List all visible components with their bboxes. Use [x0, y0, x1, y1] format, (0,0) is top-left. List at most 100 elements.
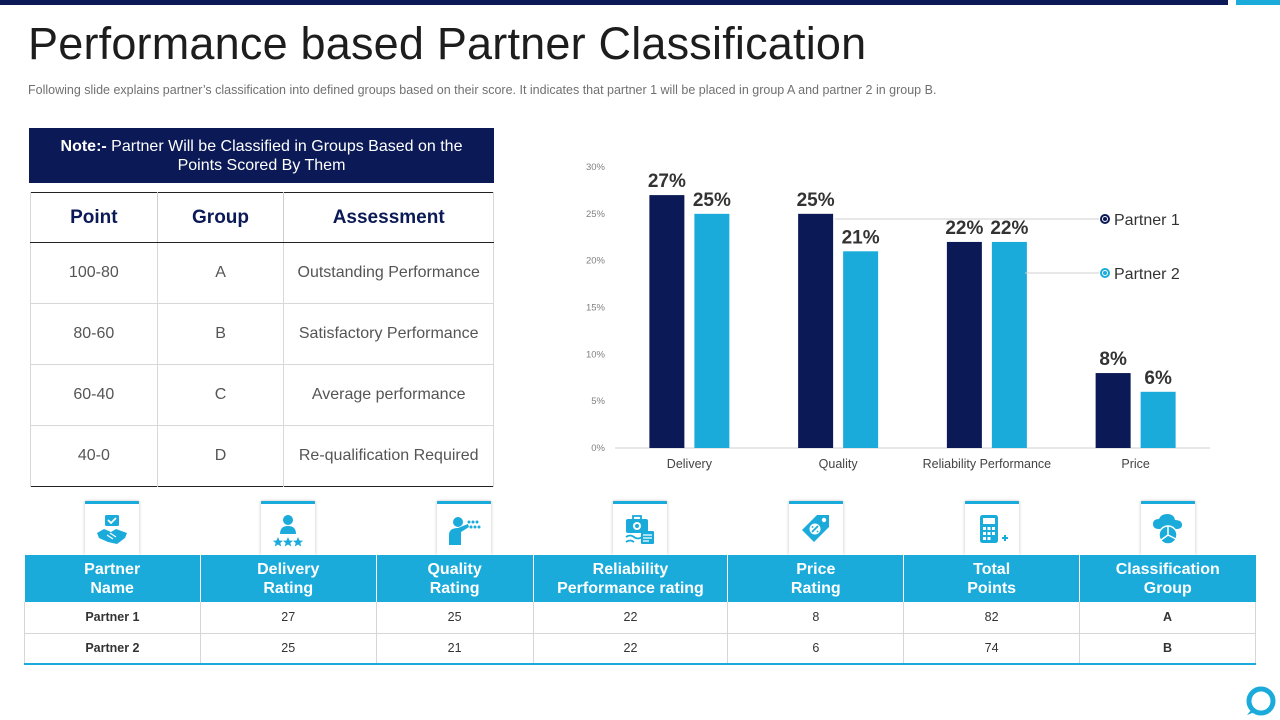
- legend-marker-dot: [1103, 217, 1107, 221]
- toolbox-icon: [625, 514, 654, 544]
- header-assessment: Assessment: [283, 192, 494, 243]
- cell-point: 100-80: [30, 242, 158, 304]
- cell-group: C: [156, 364, 284, 426]
- cell-group: A: [1079, 602, 1256, 634]
- cell-assessment: Satisfactory Performance: [283, 303, 494, 365]
- bar: [843, 251, 879, 448]
- note-text-1: Partner Will be Classified in Groups Bas…: [106, 137, 463, 155]
- top-accent-bar: [0, 0, 1228, 5]
- cell-price: 6: [727, 633, 905, 665]
- cell-total: 74: [903, 633, 1081, 665]
- cell-delivery: 25: [199, 633, 377, 665]
- bar: [1095, 373, 1131, 448]
- note-line-2: Points Scored By Them: [177, 156, 346, 174]
- handshake-icon: [97, 514, 127, 544]
- cell-group: D: [156, 425, 284, 487]
- cell-point: 60-40: [30, 364, 158, 426]
- table-row: 100-80 A Outstanding Performance: [30, 242, 494, 304]
- table-row: 80-60 B Satisfactory Performance: [30, 303, 494, 365]
- brand-logo-icon: [1246, 686, 1276, 716]
- y-tick-label: 0%: [591, 443, 605, 454]
- note-line-1: Note:- Partner Will be Classified in Gro…: [29, 137, 494, 156]
- data-label: 21%: [842, 227, 880, 248]
- presenter-icon-tab: [437, 501, 491, 555]
- cell-point: 40-0: [30, 425, 158, 487]
- data-label: 25%: [693, 190, 731, 211]
- x-tick-label: Price: [1121, 457, 1150, 471]
- data-label: 22%: [945, 218, 983, 239]
- calculator-icon-tab: [965, 501, 1019, 555]
- bar: [649, 195, 685, 448]
- table-row: Partner 2 25 21 22 6 74 B: [24, 633, 1256, 665]
- cell-assessment: Average performance: [283, 364, 494, 426]
- top-accent-bar-secondary: [1236, 0, 1280, 5]
- data-label: 22%: [990, 218, 1028, 239]
- y-tick-label: 30%: [586, 162, 606, 173]
- table-row: 40-0 D Re-qualification Required: [30, 425, 494, 487]
- calculator-icon: [980, 514, 1008, 543]
- cell-partner-name: Partner 1: [24, 602, 201, 634]
- cell-quality: 21: [375, 633, 534, 665]
- group-table-header: Point Group Assessment: [30, 192, 494, 243]
- bar: [694, 213, 730, 448]
- bar: [946, 241, 982, 448]
- price-tag-icon: [802, 514, 829, 542]
- header-quality-rating: Quality Rating: [375, 555, 534, 602]
- x-tick-label: Reliability Performance: [923, 457, 1052, 471]
- y-tick-label: 15%: [586, 303, 606, 314]
- cell-quality: 25: [375, 602, 534, 634]
- header-price-rating: Price Rating: [727, 555, 904, 602]
- legend-label: Partner 1: [1114, 212, 1180, 229]
- bar: [798, 213, 834, 448]
- data-label: 8%: [1099, 349, 1127, 370]
- cell-partner-name: Partner 2: [24, 633, 201, 665]
- cell-group: A: [156, 242, 284, 304]
- presenter-icon: [449, 516, 481, 545]
- header-partner-name: Partner Name: [24, 555, 201, 602]
- data-label: 27%: [648, 171, 686, 192]
- y-tick-label: 20%: [586, 256, 606, 267]
- header-group: Group: [156, 192, 284, 243]
- user-stars-icon-tab: [261, 501, 315, 555]
- legend-label: Partner 2: [1114, 266, 1180, 283]
- note-box: Note:- Partner Will be Classified in Gro…: [29, 128, 494, 183]
- bar: [1140, 391, 1176, 448]
- cell-total: 82: [903, 602, 1081, 634]
- cell-group: B: [1079, 633, 1256, 665]
- user-stars-icon: [273, 514, 303, 546]
- table-row: 60-40 C Average performance: [30, 364, 494, 426]
- ratings-table-header: Partner Name Delivery Rating Quality Rat…: [24, 555, 1256, 602]
- group-table: Point Group Assessment 100-80 A Outstand…: [30, 192, 494, 487]
- header-delivery-rating: Delivery Rating: [199, 555, 377, 602]
- header-point: Point: [30, 192, 158, 243]
- header-total-points: Total Points: [903, 555, 1080, 602]
- cell-price: 8: [727, 602, 905, 634]
- y-tick-label: 10%: [586, 349, 606, 360]
- bar-chart: 0% 5% 10% 15% 20% 25% 30% 27% 25% Delivery 25% 21% Q…: [586, 162, 1210, 471]
- header-reliability-rating: Reliability Performance rating: [532, 555, 728, 602]
- data-label: 25%: [797, 190, 835, 211]
- cell-point: 80-60: [30, 303, 158, 365]
- data-label: 6%: [1144, 368, 1172, 389]
- y-tick-label: 25%: [586, 209, 606, 220]
- cell-group: B: [156, 303, 284, 365]
- table-row: Partner 1 27 25 22 8 82 A: [24, 602, 1256, 634]
- x-tick-label: Delivery: [667, 457, 713, 471]
- cloud-chart-icon: [1153, 513, 1182, 545]
- page-title: Performance based Partner Classification: [28, 18, 867, 69]
- page-subtitle: Following slide explains partner’s class…: [28, 83, 937, 97]
- x-tick-label: Quality: [819, 457, 859, 471]
- header-classification-group: Classification Group: [1079, 555, 1256, 602]
- cell-delivery: 27: [199, 602, 377, 634]
- cell-assessment: Re-qualification Required: [283, 425, 494, 487]
- cell-reliability: 22: [532, 602, 729, 634]
- cloud-chart-icon-tab: [1141, 501, 1195, 555]
- handshake-icon-tab: [85, 501, 139, 555]
- price-tag-icon-tab: [789, 501, 843, 555]
- cell-assessment: Outstanding Performance: [283, 242, 494, 304]
- note-prefix: Note:-: [60, 137, 107, 155]
- bar: [991, 241, 1027, 448]
- y-tick-label: 5%: [591, 396, 605, 407]
- legend-marker-dot: [1103, 271, 1107, 275]
- cell-reliability: 22: [532, 633, 729, 665]
